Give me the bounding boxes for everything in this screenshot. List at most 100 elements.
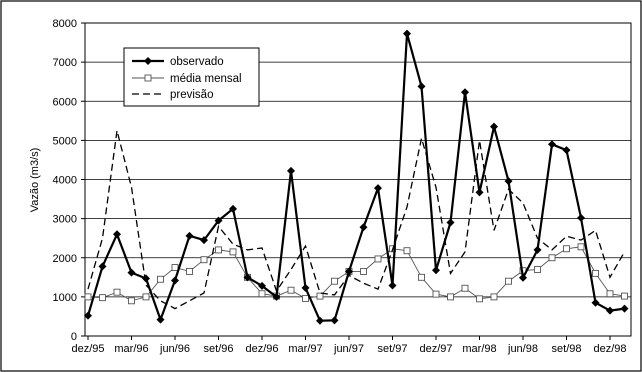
point-observado-3 <box>127 268 136 277</box>
x-tick-label-set/98: set/98 <box>552 343 582 355</box>
point-observado-21 <box>388 281 397 290</box>
legend-marker-média-mensal <box>144 74 152 82</box>
point-observado-9 <box>214 216 223 225</box>
point-observado-33 <box>562 146 571 155</box>
x-axis-tick-labels: dez/95 mar/96 jun/96 set/96 dez/96 mar/97 jun/… <box>71 343 626 355</box>
point-observado-12 <box>258 281 266 290</box>
point-média-mensal-8 <box>200 256 208 264</box>
legend-label-média-mensal: média mensal <box>170 73 242 85</box>
point-observado-13 <box>272 292 281 301</box>
y-tick-label-4000: 4000 <box>53 175 77 187</box>
point-média-mensal-32 <box>548 254 556 262</box>
point-observado-30 <box>519 273 527 282</box>
y-axis-tick-labels: 0 1000 2000 3000 4000 5000 6000 7000 8000 <box>53 18 77 343</box>
point-observado-10 <box>229 204 237 213</box>
point-observado-29 <box>504 177 513 186</box>
point-média-mensal-27 <box>476 295 483 303</box>
y-tick-label-5000: 5000 <box>53 135 77 147</box>
point-média-mensal-31 <box>534 266 541 273</box>
point-média-mensal-33 <box>563 245 570 253</box>
y-axis-label: Vazão (m3/s) <box>29 148 41 213</box>
y-tick-label-3000: 3000 <box>53 214 77 226</box>
point-média-mensal-22 <box>403 247 411 255</box>
point-observado-4 <box>142 274 150 283</box>
x-tick-label-jun/97: jun/97 <box>333 343 364 355</box>
point-média-mensal-20 <box>374 255 382 263</box>
point-observado-0 <box>84 311 92 320</box>
point-média-mensal-3 <box>128 297 135 305</box>
point-observado-20 <box>374 184 382 193</box>
series-line-observado <box>86 32 625 322</box>
y-tick-label-2000: 2000 <box>53 253 77 265</box>
point-observado-11 <box>243 273 252 282</box>
point-observado-5 <box>156 315 165 324</box>
point-observado-22 <box>403 29 411 38</box>
point-observado-24 <box>432 266 440 275</box>
point-observado-8 <box>200 236 208 245</box>
point-observado-16 <box>316 316 324 325</box>
point-observado-37 <box>620 304 629 313</box>
legend-label-previsão: previsão <box>170 89 213 101</box>
point-observado-31 <box>533 245 542 254</box>
point-observado-19 <box>359 223 368 232</box>
point-média-mensal-17 <box>331 277 338 285</box>
x-tick-label-dez/97: dez/97 <box>419 343 452 355</box>
point-observado-36 <box>606 306 614 315</box>
point-média-mensal-26 <box>461 284 469 292</box>
legend: observado média mensal previsão <box>123 47 260 107</box>
x-tick-label-jun/96: jun/96 <box>159 343 190 355</box>
point-média-mensal-23 <box>418 273 425 281</box>
x-tick-label-mar/96: mar/96 <box>114 343 148 355</box>
point-média-mensal-12 <box>258 290 266 298</box>
legend-label-observado: observado <box>170 56 224 68</box>
x-tick-label-dez/98: dez/98 <box>593 343 626 355</box>
point-observado-23 <box>417 82 426 91</box>
point-observado-17 <box>330 316 339 325</box>
point-média-mensal-14 <box>287 286 295 294</box>
point-média-mensal-9 <box>215 246 222 254</box>
point-observado-26 <box>461 88 469 97</box>
point-média-mensal-7 <box>186 267 193 275</box>
point-média-mensal-37 <box>621 292 628 300</box>
point-média-mensal-5 <box>157 275 164 283</box>
x-tick-label-dez/95: dez/95 <box>71 343 104 355</box>
x-tick-label-mar/98: mar/98 <box>462 343 496 355</box>
x-tick-label-jun/98: jun/98 <box>507 343 538 355</box>
y-tick-label-1000: 1000 <box>53 292 77 304</box>
point-média-mensal-25 <box>447 293 454 301</box>
point-observado-32 <box>548 140 556 149</box>
point-média-mensal-6 <box>171 264 179 271</box>
point-observado-14 <box>287 166 295 175</box>
point-média-mensal-24 <box>432 290 440 298</box>
point-média-mensal-1 <box>99 294 106 302</box>
point-observado-27 <box>475 188 484 197</box>
series-layer <box>84 29 629 325</box>
point-observado-2 <box>113 230 121 239</box>
point-observado-18 <box>345 267 353 276</box>
point-observado-28 <box>490 122 498 131</box>
x-tick-label-dez/96: dez/96 <box>245 343 278 355</box>
x-tick-label-set/97: set/97 <box>378 343 408 355</box>
legend-marker-observado <box>144 57 152 65</box>
point-média-mensal-10 <box>229 248 237 256</box>
point-média-mensal-36 <box>606 290 614 298</box>
point-média-mensal-16 <box>316 292 324 300</box>
point-média-mensal-0 <box>84 293 92 301</box>
point-observado-35 <box>591 298 600 307</box>
point-média-mensal-4 <box>142 293 150 301</box>
point-média-mensal-2 <box>113 288 121 296</box>
point-média-mensal-29 <box>505 277 512 285</box>
point-média-mensal-35 <box>592 269 599 277</box>
point-média-mensal-19 <box>360 267 367 275</box>
y-tick-label-0: 0 <box>71 331 77 343</box>
point-média-mensal-15 <box>302 294 309 302</box>
y-tick-label-7000: 7000 <box>53 57 77 69</box>
y-tick-label-8000: 8000 <box>53 18 77 30</box>
point-observado-34 <box>577 213 585 222</box>
series-line-previsão <box>87 130 626 310</box>
x-tick-label-set/96: set/96 <box>204 343 234 355</box>
y-tick-label-6000: 6000 <box>53 96 77 108</box>
point-média-mensal-28 <box>490 293 498 301</box>
point-observado-15 <box>301 283 310 292</box>
